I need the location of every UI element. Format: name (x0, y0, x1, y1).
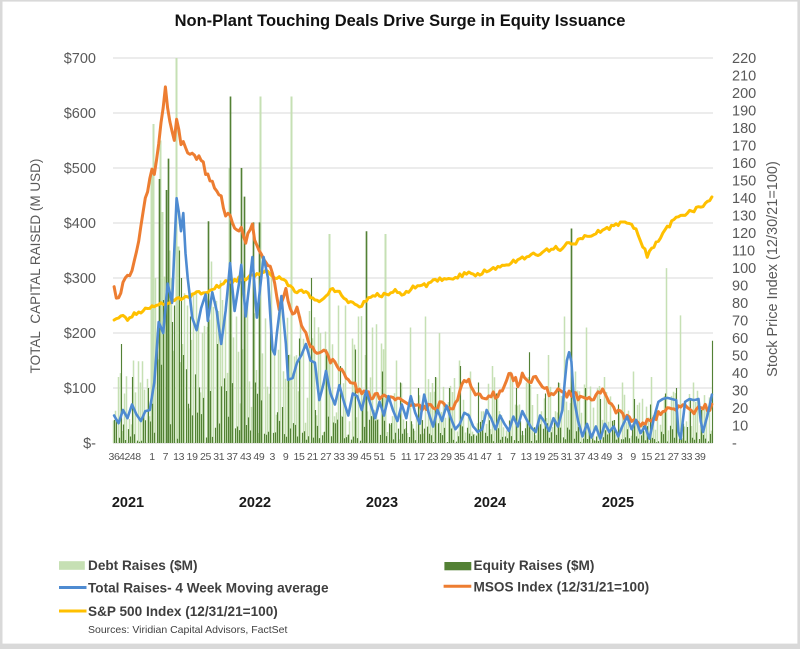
svg-text:Sources: Viridian Capital Advi: Sources: Viridian Capital Advisors, Fact… (88, 624, 287, 636)
svg-text:80: 80 (732, 296, 748, 312)
svg-text:2024: 2024 (474, 495, 506, 511)
svg-text:$200: $200 (64, 326, 96, 342)
svg-text:37: 37 (227, 451, 239, 463)
svg-text:160: 160 (732, 156, 756, 172)
svg-text:190: 190 (732, 104, 756, 120)
svg-text:19: 19 (534, 451, 546, 463)
svg-text:23: 23 (427, 451, 439, 463)
svg-text:90: 90 (732, 279, 748, 295)
svg-text:17: 17 (414, 451, 426, 463)
svg-text:15: 15 (641, 451, 653, 463)
svg-text:15: 15 (293, 451, 305, 463)
svg-text:60: 60 (732, 331, 748, 347)
svg-text:$600: $600 (64, 106, 96, 122)
svg-text:35: 35 (454, 451, 466, 463)
svg-text:Non-Plant Touching Deals Drive: Non-Plant Touching Deals Drive Surge in … (175, 12, 626, 30)
svg-text:$500: $500 (64, 161, 96, 177)
svg-text:3: 3 (270, 451, 276, 463)
svg-text:27: 27 (320, 451, 332, 463)
svg-text:10: 10 (732, 419, 748, 435)
svg-text:120: 120 (732, 226, 756, 242)
svg-text:210: 210 (732, 69, 756, 85)
svg-text:42: 42 (119, 451, 131, 463)
svg-text:33: 33 (681, 451, 693, 463)
svg-text:49: 49 (253, 451, 265, 463)
svg-text:11: 11 (401, 451, 412, 463)
svg-text:Stock Price Index (12/30/21=10: Stock Price Index (12/30/21=100) (765, 161, 781, 377)
svg-text:33: 33 (334, 451, 346, 463)
svg-text:13: 13 (173, 451, 185, 463)
svg-text:48: 48 (130, 451, 142, 463)
svg-text:31: 31 (561, 451, 573, 463)
svg-text:200: 200 (732, 86, 756, 102)
svg-text:51: 51 (374, 451, 386, 463)
svg-text:2022: 2022 (239, 495, 271, 511)
svg-text:$700: $700 (64, 51, 96, 67)
svg-text:25: 25 (200, 451, 212, 463)
svg-text:5: 5 (390, 451, 396, 463)
svg-text:70: 70 (732, 314, 748, 330)
svg-text:100: 100 (732, 261, 756, 277)
svg-text:130: 130 (732, 209, 756, 225)
svg-text:7: 7 (510, 451, 516, 463)
svg-text:110: 110 (732, 244, 755, 260)
svg-text:9: 9 (630, 451, 636, 463)
svg-text:2021: 2021 (112, 495, 144, 511)
svg-text:1: 1 (149, 451, 155, 463)
svg-text:43: 43 (240, 451, 252, 463)
svg-text:7: 7 (163, 451, 169, 463)
svg-text:$100: $100 (64, 381, 96, 397)
svg-text:1: 1 (497, 451, 503, 463)
svg-text:13: 13 (521, 451, 533, 463)
svg-text:$300: $300 (64, 271, 96, 287)
svg-text:31: 31 (213, 451, 225, 463)
svg-text:43: 43 (588, 451, 600, 463)
svg-text:25: 25 (547, 451, 559, 463)
svg-text:Total Raises- 4 Week Moving av: Total Raises- 4 Week Moving average (88, 581, 329, 596)
svg-text:21: 21 (307, 451, 319, 463)
svg-text:45: 45 (360, 451, 372, 463)
svg-text:21: 21 (654, 451, 666, 463)
svg-text:$400: $400 (64, 216, 96, 232)
svg-text:37: 37 (574, 451, 586, 463)
svg-text:TOTAL CAPITAL RAISED (M USD): TOTAL CAPITAL RAISED (M USD) (28, 159, 43, 374)
svg-text:39: 39 (347, 451, 359, 463)
svg-text:2023: 2023 (366, 495, 398, 511)
svg-text:MSOS Index (12/31/21=100): MSOS Index (12/31/21=100) (474, 580, 650, 595)
svg-text:Equity Raises ($M): Equity Raises ($M) (474, 558, 595, 573)
svg-text:-: - (732, 436, 737, 452)
svg-text:$-: $- (83, 436, 96, 452)
svg-text:40: 40 (732, 366, 748, 382)
svg-text:9: 9 (283, 451, 289, 463)
svg-text:2025: 2025 (602, 495, 634, 511)
svg-text:47: 47 (481, 451, 493, 463)
svg-text:S&P 500 Index (12/31/21=100): S&P 500 Index (12/31/21=100) (88, 604, 278, 619)
svg-text:220: 220 (732, 51, 756, 67)
svg-text:19: 19 (187, 451, 199, 463)
svg-text:27: 27 (668, 451, 680, 463)
svg-text:29: 29 (441, 451, 453, 463)
svg-text:3: 3 (617, 451, 623, 463)
svg-text:180: 180 (732, 121, 756, 137)
svg-text:50: 50 (732, 349, 748, 365)
svg-text:49: 49 (601, 451, 613, 463)
svg-text:170: 170 (732, 139, 756, 155)
svg-text:140: 140 (732, 191, 756, 207)
svg-text:41: 41 (467, 451, 479, 463)
svg-text:39: 39 (694, 451, 706, 463)
svg-text:30: 30 (732, 384, 748, 400)
svg-text:36: 36 (108, 451, 120, 463)
svg-text:150: 150 (732, 174, 756, 190)
svg-text:20: 20 (732, 401, 748, 417)
svg-text:Debt Raises ($M): Debt Raises ($M) (88, 558, 198, 573)
